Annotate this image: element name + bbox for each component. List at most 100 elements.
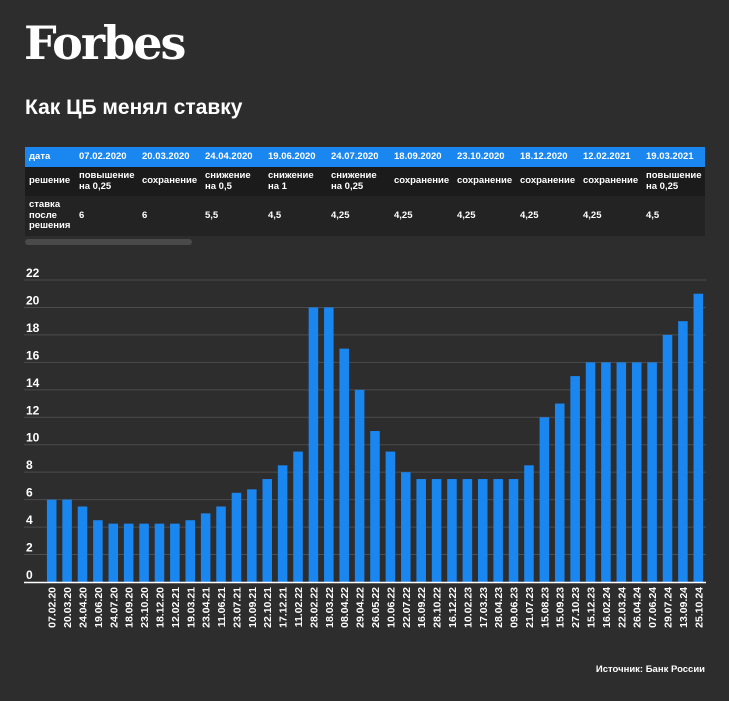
table-cell-decision: снижение на 0,25 [331,169,377,192]
bar [293,451,303,582]
bar [477,479,488,582]
x-tick-label: 28.02.22 [308,587,320,628]
bar [324,307,334,582]
x-tick-label: 25.10.24 [693,587,705,628]
x-tick-label: 07.06.24 [647,587,659,628]
x-tick-label: 24.04.20 [77,587,89,628]
x-tick-label: 23.10.20 [139,587,151,628]
bar [170,523,180,582]
table-cell-rate: 4,25 [457,209,476,221]
x-tick-label: 10.02.23 [462,587,474,628]
bar [247,489,257,582]
table-cell-rate: 4,5 [646,209,660,221]
table-cell-date: 18.09.2020 [394,150,442,162]
x-tick-label: 15.09.23 [555,587,567,628]
x-tick-label: 15.12.23 [586,587,598,628]
bar [185,520,196,582]
bar [200,513,211,582]
table-cell-rate: 4,25 [394,209,413,221]
x-tick-label: 29.04.22 [355,587,367,628]
bar [662,334,673,582]
bar [277,465,288,582]
x-tick-label: 28.04.23 [493,587,505,628]
bar [678,321,688,582]
bar [631,362,642,582]
table-scrollbar[interactable] [25,239,192,245]
x-tick-label: 21.07.23 [524,587,536,628]
page-title: Как ЦБ менял ставку [25,96,243,119]
x-tick-label: 17.12.21 [278,587,290,628]
bar [493,479,503,582]
x-tick-label: 09.06.23 [509,587,521,628]
x-tick-label: 13.09.24 [678,587,690,628]
table-cell-date: 18.12.2020 [520,150,568,162]
table-cell-rate: 4,5 [268,209,282,221]
x-tick-label: 12.02.21 [170,587,182,628]
x-tick-label: 16.02.24 [601,587,613,628]
table-cell-decision: повышение на 0,25 [646,169,702,192]
x-tick-label: 22.03.24 [616,587,628,628]
bar [154,523,165,582]
bar [262,479,273,582]
bar [616,362,627,582]
x-tick-label: 22.10.21 [262,587,274,628]
x-tick-label: 10.06.22 [385,587,397,628]
bar [108,523,119,582]
bar [123,523,134,582]
key-rate-chart: 0 2 4 6 8 10 12 14 16 18 20 22 07.02.20 20.03.20 24.04… [24,266,706,628]
table-cell-decision: сохранение [520,175,576,187]
x-tick-label: 16.09.22 [416,587,428,628]
x-tick-label: 29.07.24 [663,587,675,628]
bar [46,499,57,582]
x-tick-label: 28.10.22 [432,587,444,628]
source-note: Источник: Банк России [595,664,705,675]
row-label-rate: ставка после решения [29,198,71,232]
x-tick-label: 26.04.24 [632,587,644,628]
bar [231,492,242,582]
x-tick-label: 20.03.20 [62,587,74,628]
bar [447,479,457,582]
table-cell-date: 24.04.2020 [205,150,253,162]
table-cell-rate: 4,25 [583,209,602,221]
table-cell-decision: снижение на 1 [268,169,314,192]
x-tick-label: 22.07.22 [401,587,413,628]
bar [585,362,596,582]
row-label-date: дата [29,150,51,162]
table-row-decision: решение повышение на 0,25 сохранение сни… [25,167,705,196]
x-tick-label: 18.03.22 [324,587,336,628]
bar [524,465,534,582]
bar [462,479,473,582]
y-tick-label: 8 [26,458,33,472]
table-cell-date: 19.03.2021 [646,150,694,162]
x-tick-label: 11.06.21 [216,587,228,627]
y-tick-label: 14 [26,376,40,390]
table-cell-decision: сохранение [457,175,513,187]
bar [508,479,519,582]
x-tick-label: 15.08.23 [539,587,551,628]
table-cell-rate: 6 [79,209,85,221]
y-tick-label: 4 [26,513,33,527]
bar [339,348,349,582]
bar [308,307,319,582]
bar [77,506,88,582]
bar [539,417,550,582]
x-tick-label: 11.02.22 [293,587,305,627]
bar [416,479,426,582]
x-tick-label: 07.02.20 [47,587,59,628]
y-tick-label: 2 [26,541,33,555]
x-tick-label: 18.12.20 [154,587,166,628]
bar [354,389,365,582]
table-cell-decision: сохранение [583,175,639,187]
table-cell-decision: снижение на 0,5 [205,169,251,192]
x-tick-label: 10.09.21 [247,587,259,628]
table-cell-date: 12.02.2021 [583,150,631,162]
x-tick-label: 19.03.21 [185,587,197,628]
y-tick-label: 20 [26,293,40,307]
table-cell-decision: сохранение [142,175,198,187]
table-cell-rate: 4,25 [520,209,539,221]
x-tick-label: 16.12.22 [447,587,459,628]
bar [62,499,72,582]
forbes-logo: Forbes [24,16,186,70]
table-cell-date: 24.07.2020 [331,150,379,162]
x-tick-label: 27.10.23 [570,587,582,628]
